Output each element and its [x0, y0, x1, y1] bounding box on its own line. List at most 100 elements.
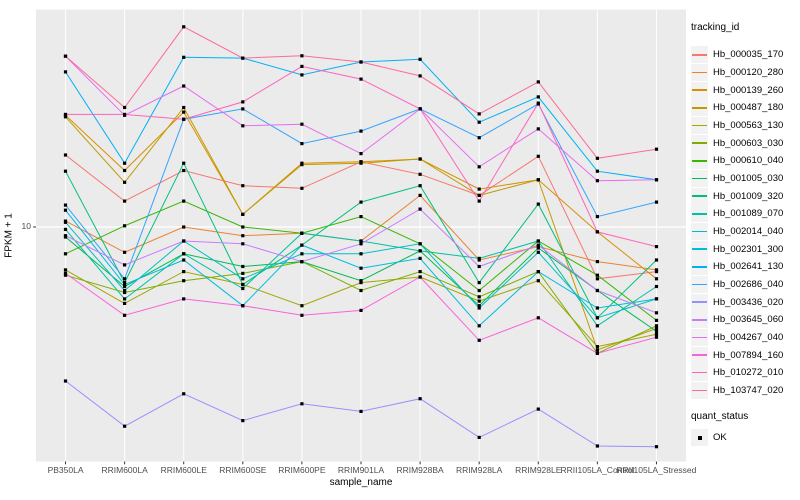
legend-entry: Hb_001005_030 [691, 169, 783, 188]
legend-title-tracking-id: tracking_id [691, 22, 740, 33]
legend-entry-label: Hb_002014_040 [713, 225, 784, 237]
data-point [241, 100, 245, 104]
legend-entry: Hb_002301_300 [691, 240, 783, 258]
legend-entry-label: OK [713, 432, 727, 444]
data-point [595, 277, 599, 281]
data-point [241, 242, 245, 246]
legend-key-line-icon [691, 258, 708, 276]
data-point [182, 110, 186, 114]
data-point [418, 107, 422, 111]
x-tick-label: RRII105LA_Control [560, 465, 635, 475]
data-point [182, 105, 186, 110]
x-tick-label: RRII105LA_Stressed [616, 465, 697, 475]
data-point [300, 64, 304, 68]
data-point [359, 252, 363, 256]
data-point [477, 112, 481, 116]
legend-entry: Hb_004267_040 [691, 328, 783, 347]
data-point [300, 122, 304, 126]
data-point [595, 316, 599, 320]
legend-entry: Hb_000563_130 [691, 116, 783, 135]
data-point [595, 348, 599, 352]
data-point [241, 234, 245, 238]
data-point [418, 397, 422, 401]
data-point [241, 225, 245, 229]
data-point [300, 163, 304, 167]
data-point [595, 351, 599, 355]
data-point [300, 186, 304, 190]
data-point [595, 179, 599, 183]
data-point [418, 172, 422, 176]
data-point [63, 271, 68, 275]
data-point [654, 258, 659, 262]
data-point [595, 345, 599, 349]
data-point [595, 306, 599, 310]
data-point [359, 266, 363, 270]
legend-entry-label: Hb_001009_320 [713, 190, 784, 202]
legend-entry-quant-ok: OK [691, 429, 727, 447]
x-tick-label: RRIM600PE [278, 465, 326, 475]
data-point [182, 25, 186, 29]
data-point [182, 297, 186, 301]
data-point [654, 335, 659, 339]
data-point [182, 161, 186, 165]
data-point [536, 202, 540, 206]
y-tick-label: 10 [21, 221, 31, 231]
legend-key-line-icon [691, 81, 708, 99]
data-point [477, 306, 481, 310]
data-point [182, 199, 186, 203]
data-point [477, 299, 481, 303]
data-point [654, 297, 659, 301]
data-point [300, 402, 304, 406]
data-point [123, 263, 127, 267]
legend-entry-label: Hb_002641_130 [713, 261, 784, 273]
data-point [477, 256, 481, 260]
data-point [182, 252, 186, 256]
data-point [418, 207, 422, 211]
data-point [182, 55, 186, 59]
data-point [418, 74, 422, 78]
data-point [63, 115, 68, 119]
data-point [595, 288, 599, 293]
data-point [654, 277, 659, 281]
data-point [536, 154, 540, 158]
data-point [123, 199, 127, 203]
data-point [359, 409, 363, 413]
legend-entry: Hb_003436_020 [691, 293, 783, 311]
data-point [63, 208, 68, 212]
legend-entry: Hb_000120_280 [691, 63, 783, 82]
data-point [595, 444, 599, 448]
data-point [477, 264, 481, 269]
data-point [654, 178, 659, 182]
data-point [123, 424, 127, 428]
data-point [359, 281, 363, 285]
legend-key-line-icon [691, 116, 708, 134]
legend-key-line-icon [691, 134, 708, 152]
data-point [418, 57, 422, 61]
data-point [182, 279, 186, 283]
legend-entry-label: Hb_103747_020 [713, 384, 784, 396]
data-point [536, 127, 540, 131]
legend-key-line-icon [691, 187, 708, 205]
legend-entry-label: Hb_001089_070 [713, 208, 784, 220]
data-point [654, 326, 659, 331]
data-point [595, 324, 599, 328]
data-point [477, 165, 481, 169]
data-point [63, 273, 68, 277]
data-point [477, 136, 481, 140]
legend-entry-label: Hb_003645_060 [713, 314, 784, 326]
data-point [300, 313, 304, 317]
data-point [300, 304, 304, 308]
x-tick-label: RRIM600SE [219, 465, 267, 475]
data-point [477, 288, 481, 293]
legend-entry: Hb_001009_320 [691, 187, 783, 205]
data-point [123, 105, 127, 110]
data-point [241, 271, 245, 275]
legend-key-line-icon [691, 381, 708, 399]
legend-entry-label: Hb_002686_040 [713, 278, 784, 290]
data-point [359, 161, 363, 165]
data-point [595, 215, 599, 219]
data-point [359, 77, 363, 81]
legend-key-line-icon [691, 364, 708, 382]
data-point [300, 54, 304, 58]
